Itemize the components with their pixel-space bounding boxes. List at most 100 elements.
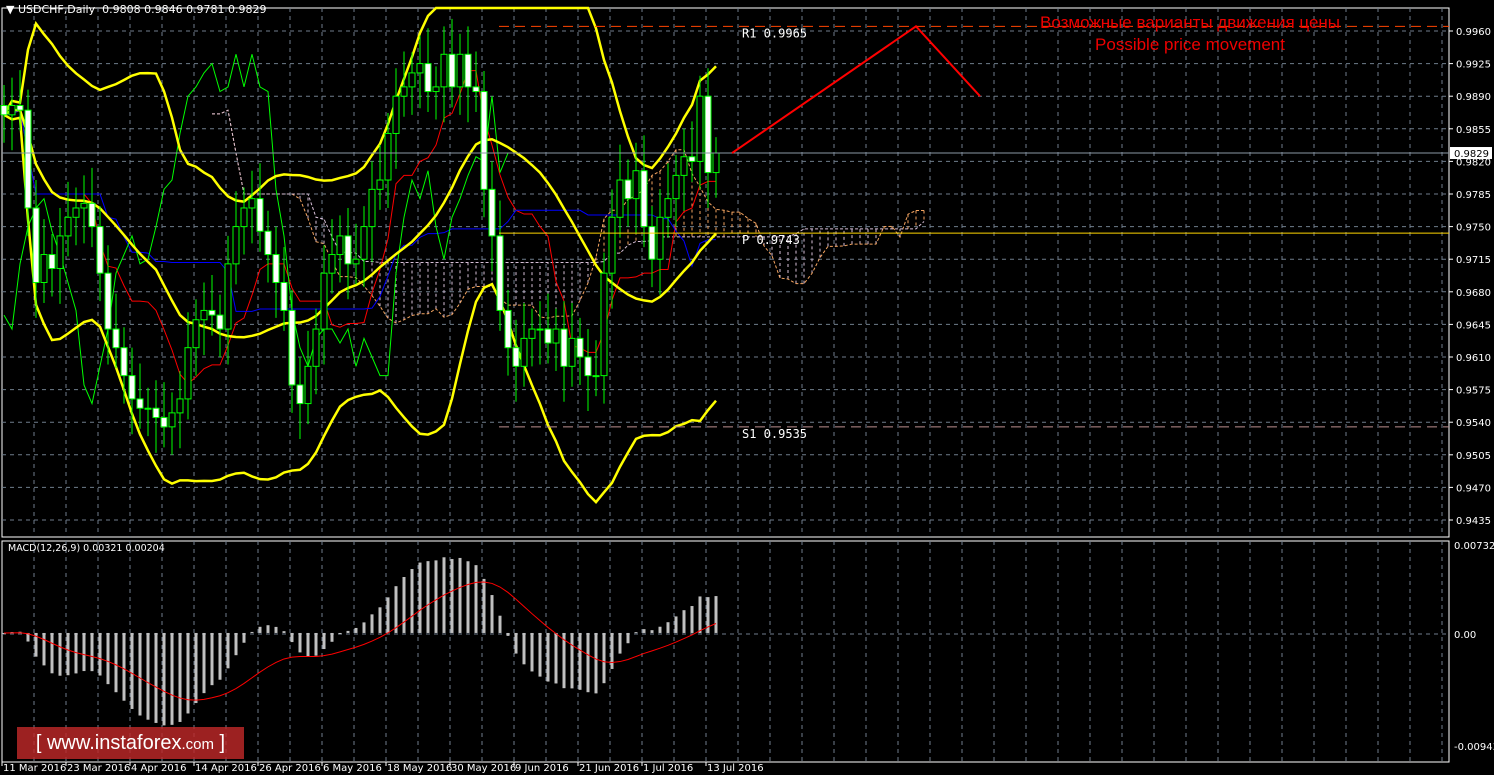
macd-histogram-bar (554, 632, 558, 684)
candle-bear (280, 281, 288, 311)
macd-histogram-bar (282, 631, 286, 633)
candle-bear (264, 230, 272, 256)
candle-bear (448, 53, 456, 88)
candle-bull (592, 375, 600, 378)
ichimoku-cloud (299, 149, 925, 324)
annotation-russian: Возможные варианты движения цены (1039, 13, 1340, 32)
macd-histogram-bar (402, 577, 406, 633)
price-tick-label: 0.9435 (1456, 516, 1491, 527)
date-tick-label: 26 Apr 2016 (259, 763, 321, 774)
macd-histogram-bar (482, 578, 486, 633)
macd-histogram-bar (514, 632, 518, 654)
candle-bull (568, 337, 576, 367)
macd-histogram-bar (74, 632, 78, 674)
macd-histogram-bar (306, 632, 310, 657)
macd-histogram-bar (322, 632, 326, 650)
candle-bull (80, 202, 88, 209)
macd-histogram-bar (522, 632, 526, 665)
macd-histogram-bar (626, 632, 630, 644)
dropdown-triangle-icon[interactable]: ▼ (6, 3, 18, 16)
candle-bear (640, 170, 648, 228)
macd-histogram-bar (658, 626, 662, 633)
macd-histogram-bar (378, 607, 382, 633)
candle-bull (64, 216, 72, 237)
macd-histogram-bar (434, 560, 438, 633)
candle-bull (632, 170, 640, 200)
forecast-annotation: Возможные варианты движения цены Possibl… (1000, 12, 1380, 56)
candle-bear (88, 202, 96, 228)
macd-histogram-bar (642, 629, 646, 633)
macd-histogram-bar (290, 632, 294, 643)
macd-histogram-bar (546, 632, 550, 682)
macd-histogram-bar (346, 630, 350, 633)
macd-histogram-bar (650, 630, 654, 633)
macd-histogram-bar (122, 632, 126, 701)
candle-bear (344, 235, 352, 265)
chikou-span (3, 54, 509, 406)
candle-bear (256, 198, 264, 232)
symbol-label: USDCHF,Daily (17, 3, 96, 16)
macd-histogram-bar (218, 632, 222, 680)
macd-histogram-bar (682, 610, 686, 633)
macd-histogram-bar (146, 632, 150, 720)
candle-bull (656, 216, 664, 260)
macd-histogram-bar (178, 632, 182, 722)
candle-bull (328, 254, 336, 274)
candle-bear (560, 328, 568, 367)
candle-bear (288, 309, 296, 386)
level-label-s1: S1 0.9535 (742, 427, 807, 441)
date-tick-label: 1 Jul 2016 (643, 763, 693, 774)
macd-histogram-bar (362, 622, 366, 633)
macd-histogram-bar (450, 559, 454, 633)
senkou-span-a (212, 109, 924, 324)
candle-bull (304, 365, 312, 405)
candle-bear (480, 91, 488, 190)
macd-histogram-bar (338, 632, 342, 635)
candle-bear (136, 398, 144, 409)
current-price-label: 0.9829 (1454, 149, 1489, 160)
senkou-span-b (212, 109, 925, 263)
macd-histogram-bar (602, 632, 606, 684)
macd-histogram-bar (490, 595, 494, 633)
candle-bear (472, 86, 480, 93)
candle-bear (104, 272, 112, 330)
macd-histogram-bar (458, 557, 462, 633)
candle-bull (712, 152, 720, 174)
candle-bear (32, 207, 40, 283)
candle-bull (200, 309, 208, 321)
candle-bear (112, 328, 120, 349)
candle-bull (408, 72, 416, 88)
candle-bear (296, 384, 304, 405)
candle-bear (128, 375, 136, 400)
candle-bull (608, 216, 616, 274)
macd-histogram-bar (250, 631, 254, 633)
price-tick-label: 0.9715 (1456, 255, 1491, 266)
bollinger-middle (3, 108, 717, 339)
macd-histogram-bar (666, 622, 670, 633)
macd-histogram-bar (370, 614, 374, 633)
candle-bull (176, 398, 184, 414)
candle-bear (496, 235, 504, 311)
macd-histogram-bar (58, 632, 62, 676)
macd-histogram-bar (578, 632, 582, 690)
candle-bear (624, 179, 632, 200)
macd-histogram-bar (698, 596, 702, 633)
macd-histogram-bar (634, 632, 638, 634)
price-tick-label: 0.9680 (1456, 288, 1491, 299)
wm-bracket: ] (214, 732, 226, 754)
candle-bull (552, 328, 560, 344)
macd-histogram-bar (66, 632, 70, 676)
candle-bull (664, 198, 672, 218)
candle-bull (192, 319, 200, 349)
candle-bear (152, 407, 160, 419)
macd-histogram-bar (34, 632, 38, 657)
candle-bear (216, 314, 224, 330)
macd-histogram-bar (154, 632, 158, 723)
macd-histogram-bar (194, 632, 198, 704)
date-tick-label: 4 Apr 2016 (131, 763, 186, 774)
price-tick-label: 0.9820 (1456, 157, 1491, 168)
macd-histogram-bar (242, 632, 246, 643)
date-tick-label: 9 Jun 2016 (515, 763, 569, 774)
current-price-box (1450, 147, 1492, 160)
